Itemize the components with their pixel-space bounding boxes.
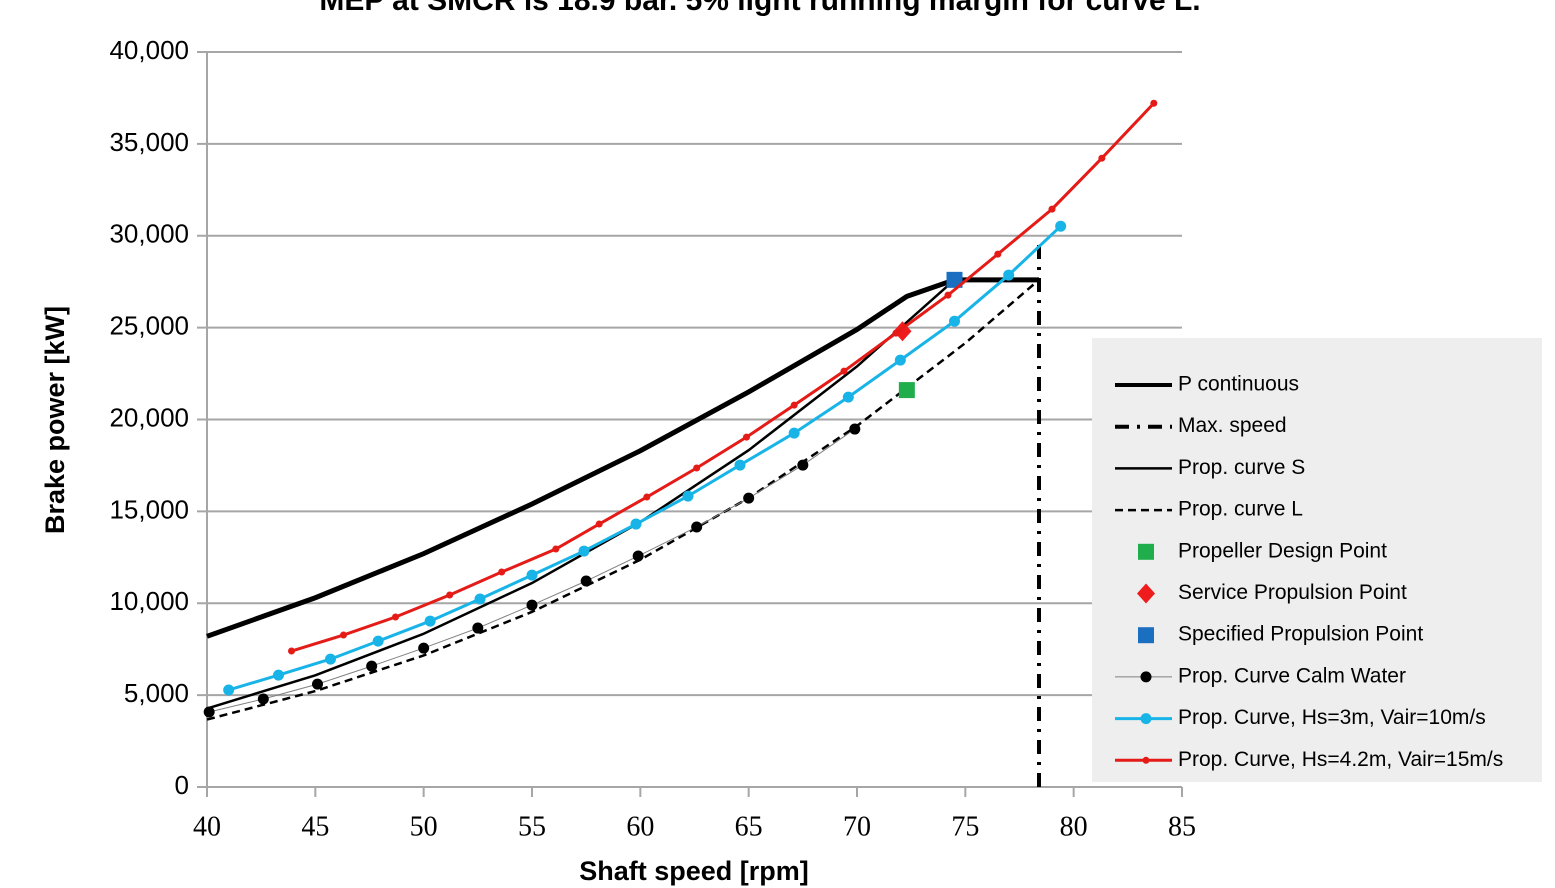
x-tick-label: 50 [410,811,438,842]
y-tick-label: 40,000 [109,35,189,65]
marker [632,550,644,562]
marker [734,459,746,471]
x-tick-label: 55 [518,811,546,842]
legend-marker [1140,713,1152,725]
legend-label: Prop. Curve Calm Water [1178,664,1406,687]
y-tick-label: 5,000 [124,678,189,708]
marker [797,459,809,471]
x-tick-label: 40 [193,811,221,842]
y-tick-label: 35,000 [109,127,189,157]
marker [1098,154,1106,162]
marker [288,647,295,655]
x-tick-label: 80 [1060,811,1088,842]
marker [994,250,1002,258]
marker [944,291,952,299]
marker [892,329,900,337]
x-tick-label: 75 [951,811,979,842]
legend-label: Max. speed [1178,414,1287,437]
legend-marker [1140,671,1152,683]
x-axis-title: Shaft speed [rpm] [579,856,809,886]
y-axis-title: Brake power [kW] [40,306,70,534]
marker [366,660,378,672]
marker [474,593,486,605]
marker [743,433,750,441]
marker [526,569,538,581]
y-tick-label: 20,000 [109,402,189,432]
marker [842,391,854,403]
legend-label: Prop. Curve, Hs=4.2m, Vair=15m/s [1178,748,1503,771]
marker [203,706,215,718]
marker [1003,269,1015,281]
marker [552,545,560,553]
chart-title: MEP at SMCR is 18.9 bar. 5% light runnin… [319,0,1200,17]
series-line [206,278,956,710]
series-line [291,102,1155,653]
marker [340,631,347,639]
marker [949,315,960,327]
marker [392,613,399,621]
legend-label: Prop. Curve, Hs=3m, Vair=10m/s [1178,706,1486,729]
legend-label: Service Propulsion Point [1178,581,1407,604]
legend-label: Specified Propulsion Point [1178,623,1423,646]
marker [446,591,454,599]
marker [580,575,592,587]
marker [643,493,651,501]
marker [424,615,436,627]
y-tick-label: 15,000 [109,494,189,524]
marker [693,464,701,472]
marker [372,635,384,647]
marker [595,520,603,528]
marker [418,642,430,654]
marker [223,684,235,696]
legend-box [1092,338,1542,782]
legend-marker [1138,627,1154,644]
marker [682,490,694,502]
marker [743,492,755,504]
y-tick-label: 0 [175,770,189,800]
marker [691,521,703,533]
y-tick-label: 10,000 [109,586,189,616]
marker [578,545,590,557]
marker [946,271,963,288]
series-line [206,277,1039,639]
legend-label: Propeller Design Point [1178,539,1387,562]
marker [840,367,848,375]
marker [894,354,906,366]
y-tick-label: 30,000 [109,219,189,249]
legend-label: Prop. curve S [1178,456,1305,479]
x-tick-label: 65 [735,811,763,842]
x-tick-label: 45 [301,811,329,842]
marker [526,599,538,611]
y-tick-label: 25,000 [109,311,189,341]
legend-marker [1142,756,1150,764]
marker [325,653,336,665]
marker [257,693,269,705]
legend-marker [1137,583,1155,604]
x-tick-label: 60 [626,811,654,842]
marker [1048,205,1056,213]
marker [630,518,642,530]
x-tick-label: 85 [1168,811,1196,842]
x-tick-label: 70 [843,811,871,842]
marker [849,423,861,435]
legend-label: P continuous [1178,373,1299,396]
marker [898,382,915,399]
marker [498,568,506,576]
marker [788,427,800,439]
legend-marker [1138,543,1154,560]
marker [1150,99,1158,107]
marker [472,622,484,634]
marker [790,401,798,409]
legend-label: Prop. curve L [1178,498,1303,521]
marker [273,669,284,681]
series-line [206,278,1040,721]
marker [1055,220,1067,232]
marker [312,678,323,690]
